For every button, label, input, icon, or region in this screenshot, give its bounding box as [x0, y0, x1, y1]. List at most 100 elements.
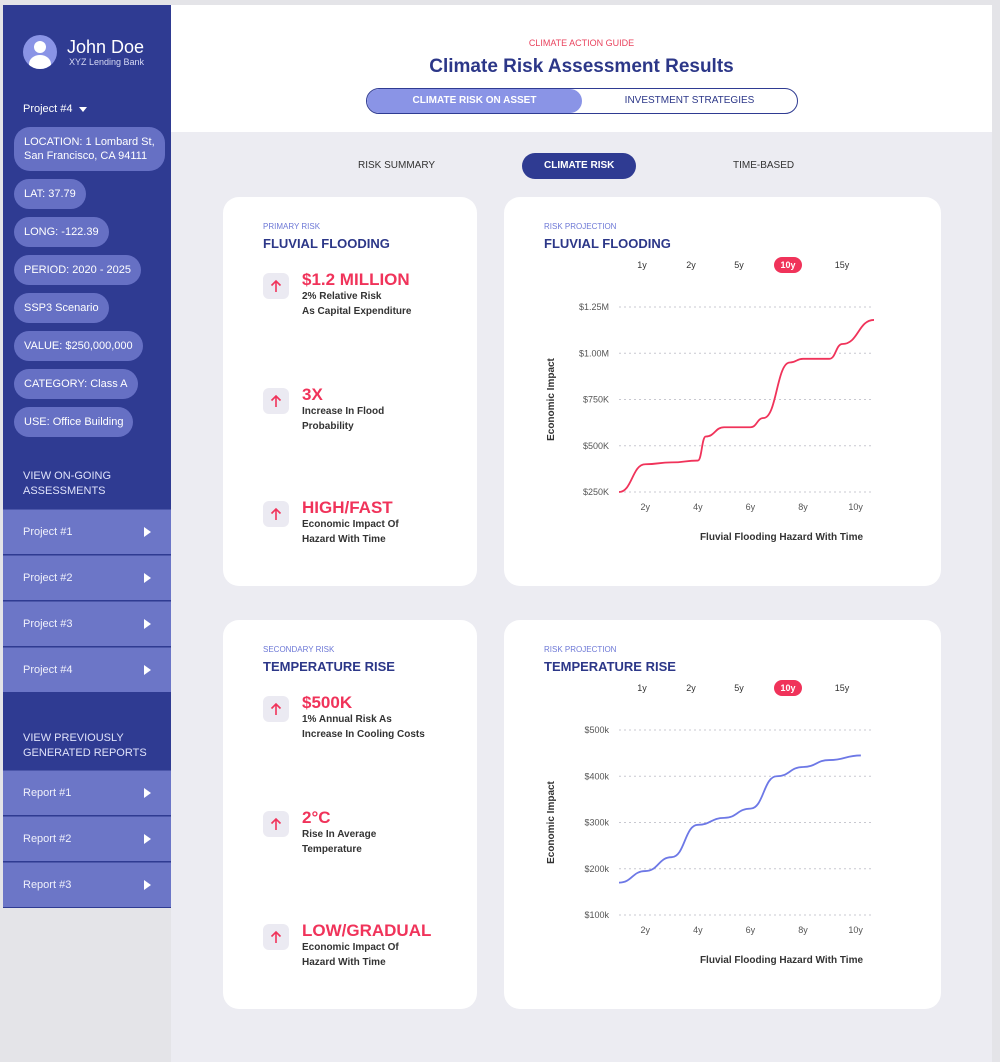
y-axis-label: Economic Impact [546, 780, 557, 863]
sidebar-item-label: Report #3 [23, 879, 72, 891]
x-tick-label: 6y [746, 925, 756, 935]
period-2y[interactable]: 2y [686, 683, 696, 693]
subtab-time-based[interactable]: TIME-BASED [733, 160, 795, 171]
metric-desc-line-1: Economic Impact Of [302, 519, 399, 530]
risk-projection-card-flooding: $250K $500K $750K $1.00M $1.25M 2y 4y 6y 8y 10y Fl… [504, 197, 941, 586]
period-1y[interactable]: 1y [637, 683, 647, 693]
play-icon [144, 619, 151, 629]
sidebar-item-label: Report #2 [23, 833, 72, 845]
metric-desc-line-2: Hazard With Time [302, 957, 386, 968]
arrow-up-icon [263, 388, 289, 414]
category-pill: CATEGORY: Class A [14, 369, 138, 399]
metric-flood-probability: 3X Increase In Flood Probability [263, 385, 452, 434]
tab-climate-risk-on-asset[interactable]: CLIMATE RISK ON ASSET [367, 89, 582, 113]
primary-risk-card: PRIMARY RISK FLUVIAL FLOODING $1.2 MILLI… [223, 197, 477, 586]
ongoing-heading-line-1: VIEW ON-GOING [23, 470, 111, 482]
y-tick-label: $1.25M [579, 302, 609, 312]
use-pill: USE: Office Building [14, 407, 134, 437]
period-5y[interactable]: 5y [734, 683, 744, 693]
y-tick-label: $1.00M [579, 348, 609, 358]
period-5y[interactable]: 5y [734, 260, 744, 270]
play-icon [144, 665, 151, 675]
y-tick-label: $200k [584, 864, 609, 874]
card-title: FLUVIAL FLOODING [263, 236, 390, 251]
project-select[interactable]: Project #4 [23, 103, 87, 115]
period-10y[interactable]: 10y [774, 680, 802, 696]
arrow-up-icon [263, 696, 289, 722]
sidebar: John Doe XYZ Lending Bank Project #4 LOC… [3, 5, 171, 908]
series-line [618, 754, 861, 884]
tab-investment-strategies[interactable]: INVESTMENT STRATEGIES [624, 95, 755, 106]
x-tick-label: 8y [798, 925, 808, 935]
series-line [618, 319, 875, 493]
y-tick-label: $400k [584, 771, 609, 781]
play-icon [144, 573, 151, 583]
period-pill: PERIOD: 2020 - 2025 [14, 255, 142, 285]
card-title: TEMPERATURE RISE [544, 659, 676, 674]
x-tick-label: 10y [848, 502, 863, 512]
location-pill: LOCATION: 1 Lombard St, San Francisco, C… [14, 127, 165, 171]
period-15y[interactable]: 15y [834, 683, 850, 693]
metric-desc-line-1: Increase In Flood [302, 406, 385, 417]
temperature-line-chart: $100k $200k $300k $400k $500k 2y 4y 6y 8y 10y Fluv… [546, 725, 874, 966]
play-icon [144, 527, 151, 537]
card-title: FLUVIAL FLOODING [544, 236, 671, 251]
metric-desc-line-2: Hazard With Time [302, 534, 386, 545]
metric-desc-line-2: Probability [302, 421, 354, 432]
x-tick-label: 6y [746, 502, 756, 512]
reports-heading-line-1: VIEW PREVIOUSLY [23, 732, 124, 744]
play-icon [144, 834, 151, 844]
y-tick-label: $250K [583, 487, 609, 497]
period-2y[interactable]: 2y [686, 260, 696, 270]
reports-heading: VIEW PREVIOUSLY GENERATED REPORTS [23, 731, 147, 761]
value-pill: VALUE: $250,000,000 [14, 331, 143, 361]
card-eyebrow: RISK PROJECTION [544, 645, 617, 654]
subtab-risk-summary[interactable]: RISK SUMMARY [358, 160, 436, 171]
main-tabs: CLIMATE RISK ON ASSET INVESTMENT STRATEG… [366, 88, 798, 114]
location-line-2: San Francisco, CA 94111 [24, 150, 148, 162]
metric-desc-line-1: 1% Annual Risk As [302, 714, 392, 725]
metric-capital-expenditure: $1.2 MILLION 2% Relative Risk As Capital… [263, 270, 452, 319]
y-axis-label: Economic Impact [546, 357, 557, 440]
metric-desc-line-1: 2% Relative Risk [302, 291, 382, 302]
sidebar-item-label: Project #2 [23, 572, 73, 584]
avatar-icon [23, 35, 57, 69]
card-eyebrow: RISK PROJECTION [544, 222, 617, 231]
arrow-up-icon [263, 811, 289, 837]
sidebar-item-label: Project #4 [23, 664, 73, 676]
period-selector: 1y 2y 5y 10y 15y [632, 680, 862, 696]
arrow-up-icon [263, 501, 289, 527]
header-eyebrow: CLIMATE ACTION GUIDE [528, 38, 635, 48]
flooding-line-chart: $250K $500K $750K $1.00M $1.25M 2y 4y 6y 8y 10y Fl… [546, 302, 875, 543]
x-tick-label: 10y [848, 925, 863, 935]
sidebar-item-report-1[interactable]: Report #1 [3, 770, 171, 815]
sidebar-item-project-4[interactable]: Project #4 [3, 647, 171, 692]
user-profile[interactable]: John Doe XYZ Lending Bank [23, 35, 144, 69]
caret-down-icon [78, 106, 87, 112]
sidebar-item-project-3[interactable]: Project #3 [3, 601, 171, 646]
sidebar-item-project-1[interactable]: Project #1 [3, 509, 171, 554]
metric-desc-line-2: Temperature [302, 844, 362, 855]
sidebar-item-project-2[interactable]: Project #2 [3, 555, 171, 600]
arrow-up-icon [263, 924, 289, 950]
period-10y[interactable]: 10y [774, 257, 802, 273]
scenario-pill: SSP3 Scenario [14, 293, 109, 323]
reports-heading-line-2: GENERATED REPORTS [23, 747, 147, 759]
arrow-up-icon [263, 273, 289, 299]
page-title: Climate Risk Assessment Results [429, 56, 734, 77]
y-tick-label: $500k [584, 725, 609, 735]
location-line-1: LOCATION: 1 Lombard St, [24, 136, 155, 148]
card-title: TEMPERATURE RISE [263, 659, 395, 674]
x-tick-label: 4y [693, 925, 703, 935]
play-icon [144, 880, 151, 890]
metric-desc-line-1: Economic Impact Of [302, 942, 399, 953]
metric-value: 2°C [302, 808, 331, 827]
lat-pill: LAT: 37.79 [14, 179, 86, 209]
period-1y[interactable]: 1y [637, 260, 647, 270]
y-tick-label: $500K [583, 441, 609, 451]
sidebar-item-report-3[interactable]: Report #3 [3, 862, 171, 907]
subtab-climate-risk[interactable]: CLIMATE RISK [522, 153, 637, 179]
period-15y[interactable]: 15y [834, 260, 850, 270]
sidebar-item-report-2[interactable]: Report #2 [3, 816, 171, 861]
x-axis-label: Fluvial Flooding Hazard With Time [700, 955, 864, 966]
